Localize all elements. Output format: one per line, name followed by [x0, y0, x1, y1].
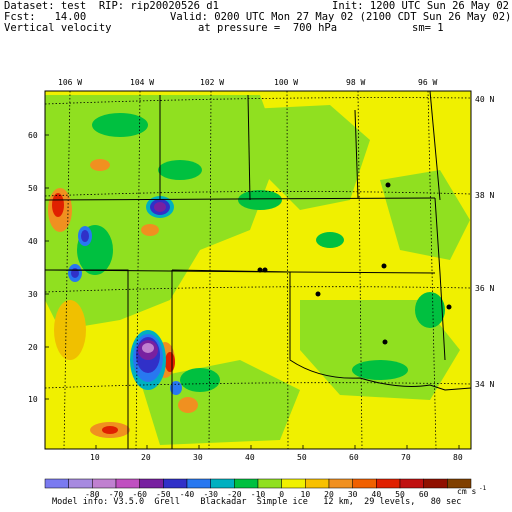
- dataset-label: Dataset: test RIP: rip20020526 d1: [4, 0, 219, 12]
- smoothing-label: sm= 1: [412, 22, 444, 34]
- colorbar-swatch: [305, 478, 330, 489]
- colorbar-swatch: [163, 478, 188, 489]
- colorbar-swatch: [115, 478, 140, 489]
- colorbar-label: 40: [372, 490, 382, 499]
- x-tick-label: 10: [90, 453, 100, 462]
- lon-label: 102 W: [200, 78, 224, 87]
- colorbar-swatch: [352, 478, 377, 489]
- y-tick-label: 20: [28, 343, 38, 352]
- colorbar-swatch: [139, 478, 164, 489]
- y-tick-label: 60: [28, 131, 38, 140]
- x-tick-label: 30: [193, 453, 203, 462]
- colorbar-label: 50: [395, 490, 405, 499]
- x-tick-label: 70: [401, 453, 411, 462]
- model-info-label: Model info: V3.5.0 Grell Blackadar Simpl…: [52, 497, 462, 507]
- colorbar-label: -20: [227, 490, 242, 499]
- axis-ticks: [45, 134, 460, 449]
- colorbar-swatch: [423, 478, 448, 489]
- colorbar-label: 20: [324, 490, 334, 499]
- colorbar-swatch: [92, 478, 117, 489]
- lon-label: 100 W: [274, 78, 298, 87]
- colorbar-label: 0: [279, 490, 284, 499]
- x-tick-label: 60: [349, 453, 359, 462]
- state-boundaries: [45, 91, 471, 449]
- lon-label: 96 W: [418, 78, 437, 87]
- lon-label: 104 W: [130, 78, 154, 87]
- colorbar-label: 60: [419, 490, 429, 499]
- colorbar-label: -10: [251, 490, 266, 499]
- x-tick-label: 50: [297, 453, 307, 462]
- colorbar-swatch: [376, 478, 401, 489]
- city-markers: [257, 182, 452, 345]
- colorbar-label: 10: [301, 490, 311, 499]
- lat-label: 36 N: [475, 284, 494, 293]
- y-tick-label: 50: [28, 184, 38, 193]
- colorbar-swatch: [399, 478, 424, 489]
- latlon-grid: [45, 91, 471, 449]
- colorbar-label: -60: [132, 490, 147, 499]
- colorbar-units: cm s: [457, 487, 476, 496]
- colorbar-swatch: [257, 478, 282, 489]
- y-tick-label: 40: [28, 237, 38, 246]
- x-tick-label: 20: [141, 453, 151, 462]
- colorbar-swatch: [210, 478, 235, 489]
- colorbar-units-exponent: -1: [479, 485, 487, 492]
- colorbar-label: -70: [109, 490, 124, 499]
- colorbar-swatch: [281, 478, 306, 489]
- lon-label: 106 W: [58, 78, 82, 87]
- colorbar-labels: -80 -70 -60 -50 -40 -30 -20 -10 0 10 20 30 40 50 60: [85, 490, 429, 499]
- colorbar-label: -40: [180, 490, 195, 499]
- y-tick-label: 10: [28, 395, 38, 404]
- colorbar-swatch: [234, 478, 259, 489]
- x-tick-label: 40: [245, 453, 255, 462]
- colorbar-swatch: [68, 478, 93, 489]
- colorbar-swatch: [44, 478, 69, 489]
- valid-time-label: Valid: 0200 UTC Mon 27 May 02 (2100 CDT …: [170, 11, 512, 23]
- lat-label: 40 N: [475, 95, 494, 104]
- y-tick-label: 30: [28, 290, 38, 299]
- colorbar-swatch: [328, 478, 353, 489]
- field-name-label: Vertical velocity: [4, 22, 112, 34]
- colorbar-swatch: [447, 478, 472, 489]
- colorbar-label: -80: [85, 490, 100, 499]
- forecast-hour-label: Fcst: 14.00: [4, 11, 87, 23]
- colorbar-label: -30: [203, 490, 218, 499]
- colorbar-label: -50: [156, 490, 171, 499]
- pressure-label: at pressure = 700 hPa: [198, 22, 338, 34]
- colorbar-swatch: [186, 478, 211, 489]
- colorbar-label: 30: [348, 490, 358, 499]
- x-tick-label: 80: [453, 453, 463, 462]
- init-time-label: Init: 1200 UTC Sun 26 May 02: [332, 0, 510, 12]
- lat-label: 38 N: [475, 191, 494, 200]
- colorbar: [44, 478, 472, 489]
- lon-label: 98 W: [346, 78, 365, 87]
- lat-label: 34 N: [475, 380, 494, 389]
